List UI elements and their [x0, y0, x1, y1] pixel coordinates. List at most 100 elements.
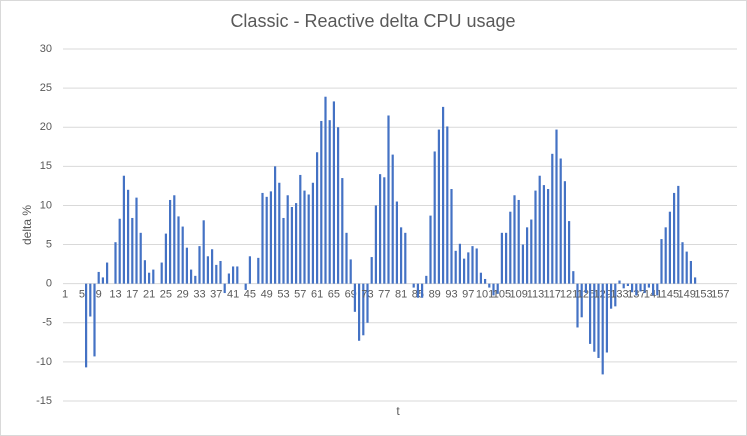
bar [286, 195, 289, 284]
bar [446, 126, 449, 284]
y-tick-label: 0 [46, 278, 52, 290]
x-tick-label: 25 [160, 289, 172, 301]
x-tick-label: 117 [544, 289, 562, 301]
bar [290, 207, 293, 284]
bar [521, 244, 524, 284]
bar [206, 256, 209, 284]
x-tick-label: 1 [62, 289, 68, 301]
bar [673, 192, 676, 284]
y-tick-label: 10 [40, 199, 52, 211]
x-tick-label: 17 [126, 289, 138, 301]
bar [269, 191, 272, 284]
x-tick-label: 21 [143, 289, 155, 301]
bar [425, 275, 428, 284]
bar [358, 283, 361, 341]
bar [370, 257, 373, 284]
bar [383, 177, 386, 284]
bar [349, 259, 352, 284]
bar [244, 283, 247, 290]
x-tick-label: 157 [711, 289, 729, 301]
bar [307, 194, 310, 284]
x-tick-label: 113 [527, 289, 545, 301]
bar [677, 185, 680, 284]
bar [198, 246, 201, 284]
x-tick-label: 29 [177, 289, 189, 301]
bar [295, 203, 298, 284]
bar [652, 283, 655, 296]
bar [563, 181, 566, 284]
x-tick-label: 145 [661, 289, 679, 301]
y-tick-label: 15 [40, 160, 52, 172]
bar [622, 283, 625, 289]
bar [374, 205, 377, 284]
x-tick-label: 37 [210, 289, 222, 301]
bar [433, 151, 436, 284]
bar [530, 219, 533, 284]
bar [227, 273, 230, 284]
x-tick-label: 69 [345, 289, 357, 301]
bar [664, 227, 667, 284]
bar [143, 260, 146, 284]
bar [118, 218, 121, 284]
x-tick-label: 61 [311, 289, 323, 301]
bar [320, 120, 323, 284]
bar [458, 243, 461, 284]
bar [412, 283, 415, 288]
y-tick-label: 30 [40, 43, 52, 55]
bar [568, 221, 571, 284]
bar [572, 271, 575, 284]
bar [274, 166, 277, 284]
bar [601, 283, 604, 375]
bar [106, 262, 109, 284]
y-tick-label: -5 [42, 317, 52, 329]
bar [257, 257, 260, 284]
bar [463, 258, 466, 284]
bar [467, 252, 470, 284]
bar [160, 262, 163, 284]
bar [341, 178, 344, 284]
bar [190, 269, 193, 284]
bar [332, 101, 335, 284]
bar [202, 220, 205, 284]
bar [471, 246, 474, 284]
bar [366, 283, 369, 323]
bar [223, 283, 226, 294]
bar [547, 189, 550, 284]
bar [639, 283, 642, 292]
bar [152, 269, 155, 284]
bar [169, 199, 172, 284]
x-axis-label: t [396, 404, 400, 418]
bar [538, 175, 541, 284]
bar [635, 283, 638, 296]
bar [395, 201, 398, 284]
bar [479, 272, 482, 284]
bar [219, 260, 222, 284]
bar [173, 195, 176, 284]
x-tick-label: 89 [429, 289, 441, 301]
bar [400, 227, 403, 284]
bar [232, 266, 235, 284]
x-tick-label: 65 [328, 289, 340, 301]
y-tick-label: -10 [36, 356, 52, 368]
bar [496, 283, 499, 294]
bar [610, 283, 613, 309]
bar [324, 96, 327, 284]
bar [127, 189, 130, 284]
bar [509, 211, 512, 284]
bar [614, 283, 617, 307]
y-tick-label: 20 [40, 121, 52, 133]
bar [442, 106, 445, 284]
bar [379, 174, 382, 284]
bar [626, 283, 629, 287]
bar [164, 233, 167, 284]
bar [484, 278, 487, 284]
x-tick-label: 57 [294, 289, 306, 301]
bar [450, 189, 453, 284]
bar [362, 283, 365, 336]
bar [593, 283, 596, 352]
bar [660, 239, 663, 284]
x-tick-label: 33 [193, 289, 205, 301]
bar [131, 217, 134, 284]
